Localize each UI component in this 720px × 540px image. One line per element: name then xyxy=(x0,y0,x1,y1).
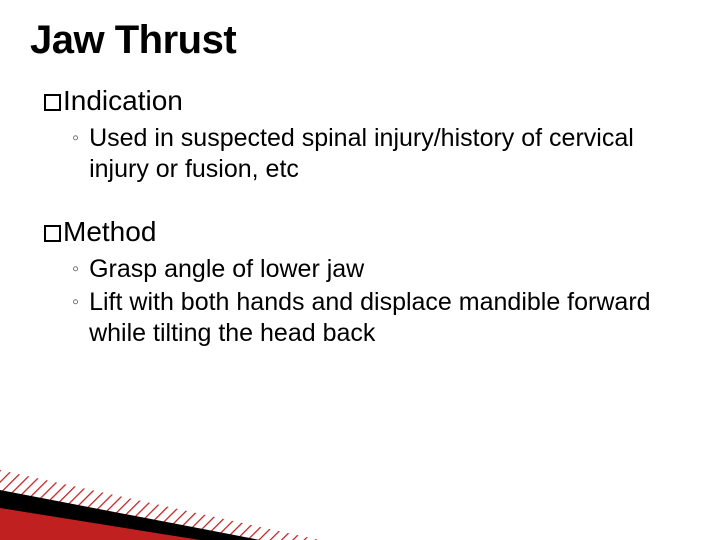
bullet-icon: ◦ xyxy=(72,123,79,153)
accent-svg xyxy=(0,470,360,540)
list-item: ◦ Used in suspected spinal injury/histor… xyxy=(72,123,690,186)
checkbox-icon xyxy=(44,94,61,111)
section-heading-method: Method xyxy=(44,216,690,248)
list-item: ◦ Lift with both hands and displace mand… xyxy=(72,287,690,350)
section-heading-label: Method xyxy=(63,216,156,248)
bullet-icon: ◦ xyxy=(72,287,79,317)
accent-hatch-triangle xyxy=(0,470,320,540)
section-heading-indication: Indication xyxy=(44,85,690,117)
list-item-text: Lift with both hands and displace mandib… xyxy=(89,287,690,350)
bullet-icon: ◦ xyxy=(72,254,79,284)
accent-red-triangle xyxy=(0,508,200,540)
slide: Jaw Thrust Indication ◦ Used in suspecte… xyxy=(0,0,720,540)
list-item-text: Grasp angle of lower jaw xyxy=(89,254,690,285)
list-item-text: Used in suspected spinal injury/history … xyxy=(89,123,690,186)
section-items-indication: ◦ Used in suspected spinal injury/histor… xyxy=(72,123,690,186)
slide-content: Indication ◦ Used in suspected spinal in… xyxy=(30,85,690,349)
slide-title: Jaw Thrust xyxy=(30,18,690,63)
accent-decoration xyxy=(0,470,360,540)
checkbox-icon xyxy=(44,225,61,242)
accent-black-triangle xyxy=(0,490,260,540)
section-heading-label: Indication xyxy=(63,85,183,117)
section-items-method: ◦ Grasp angle of lower jaw ◦ Lift with b… xyxy=(72,254,690,350)
list-item: ◦ Grasp angle of lower jaw xyxy=(72,254,690,285)
